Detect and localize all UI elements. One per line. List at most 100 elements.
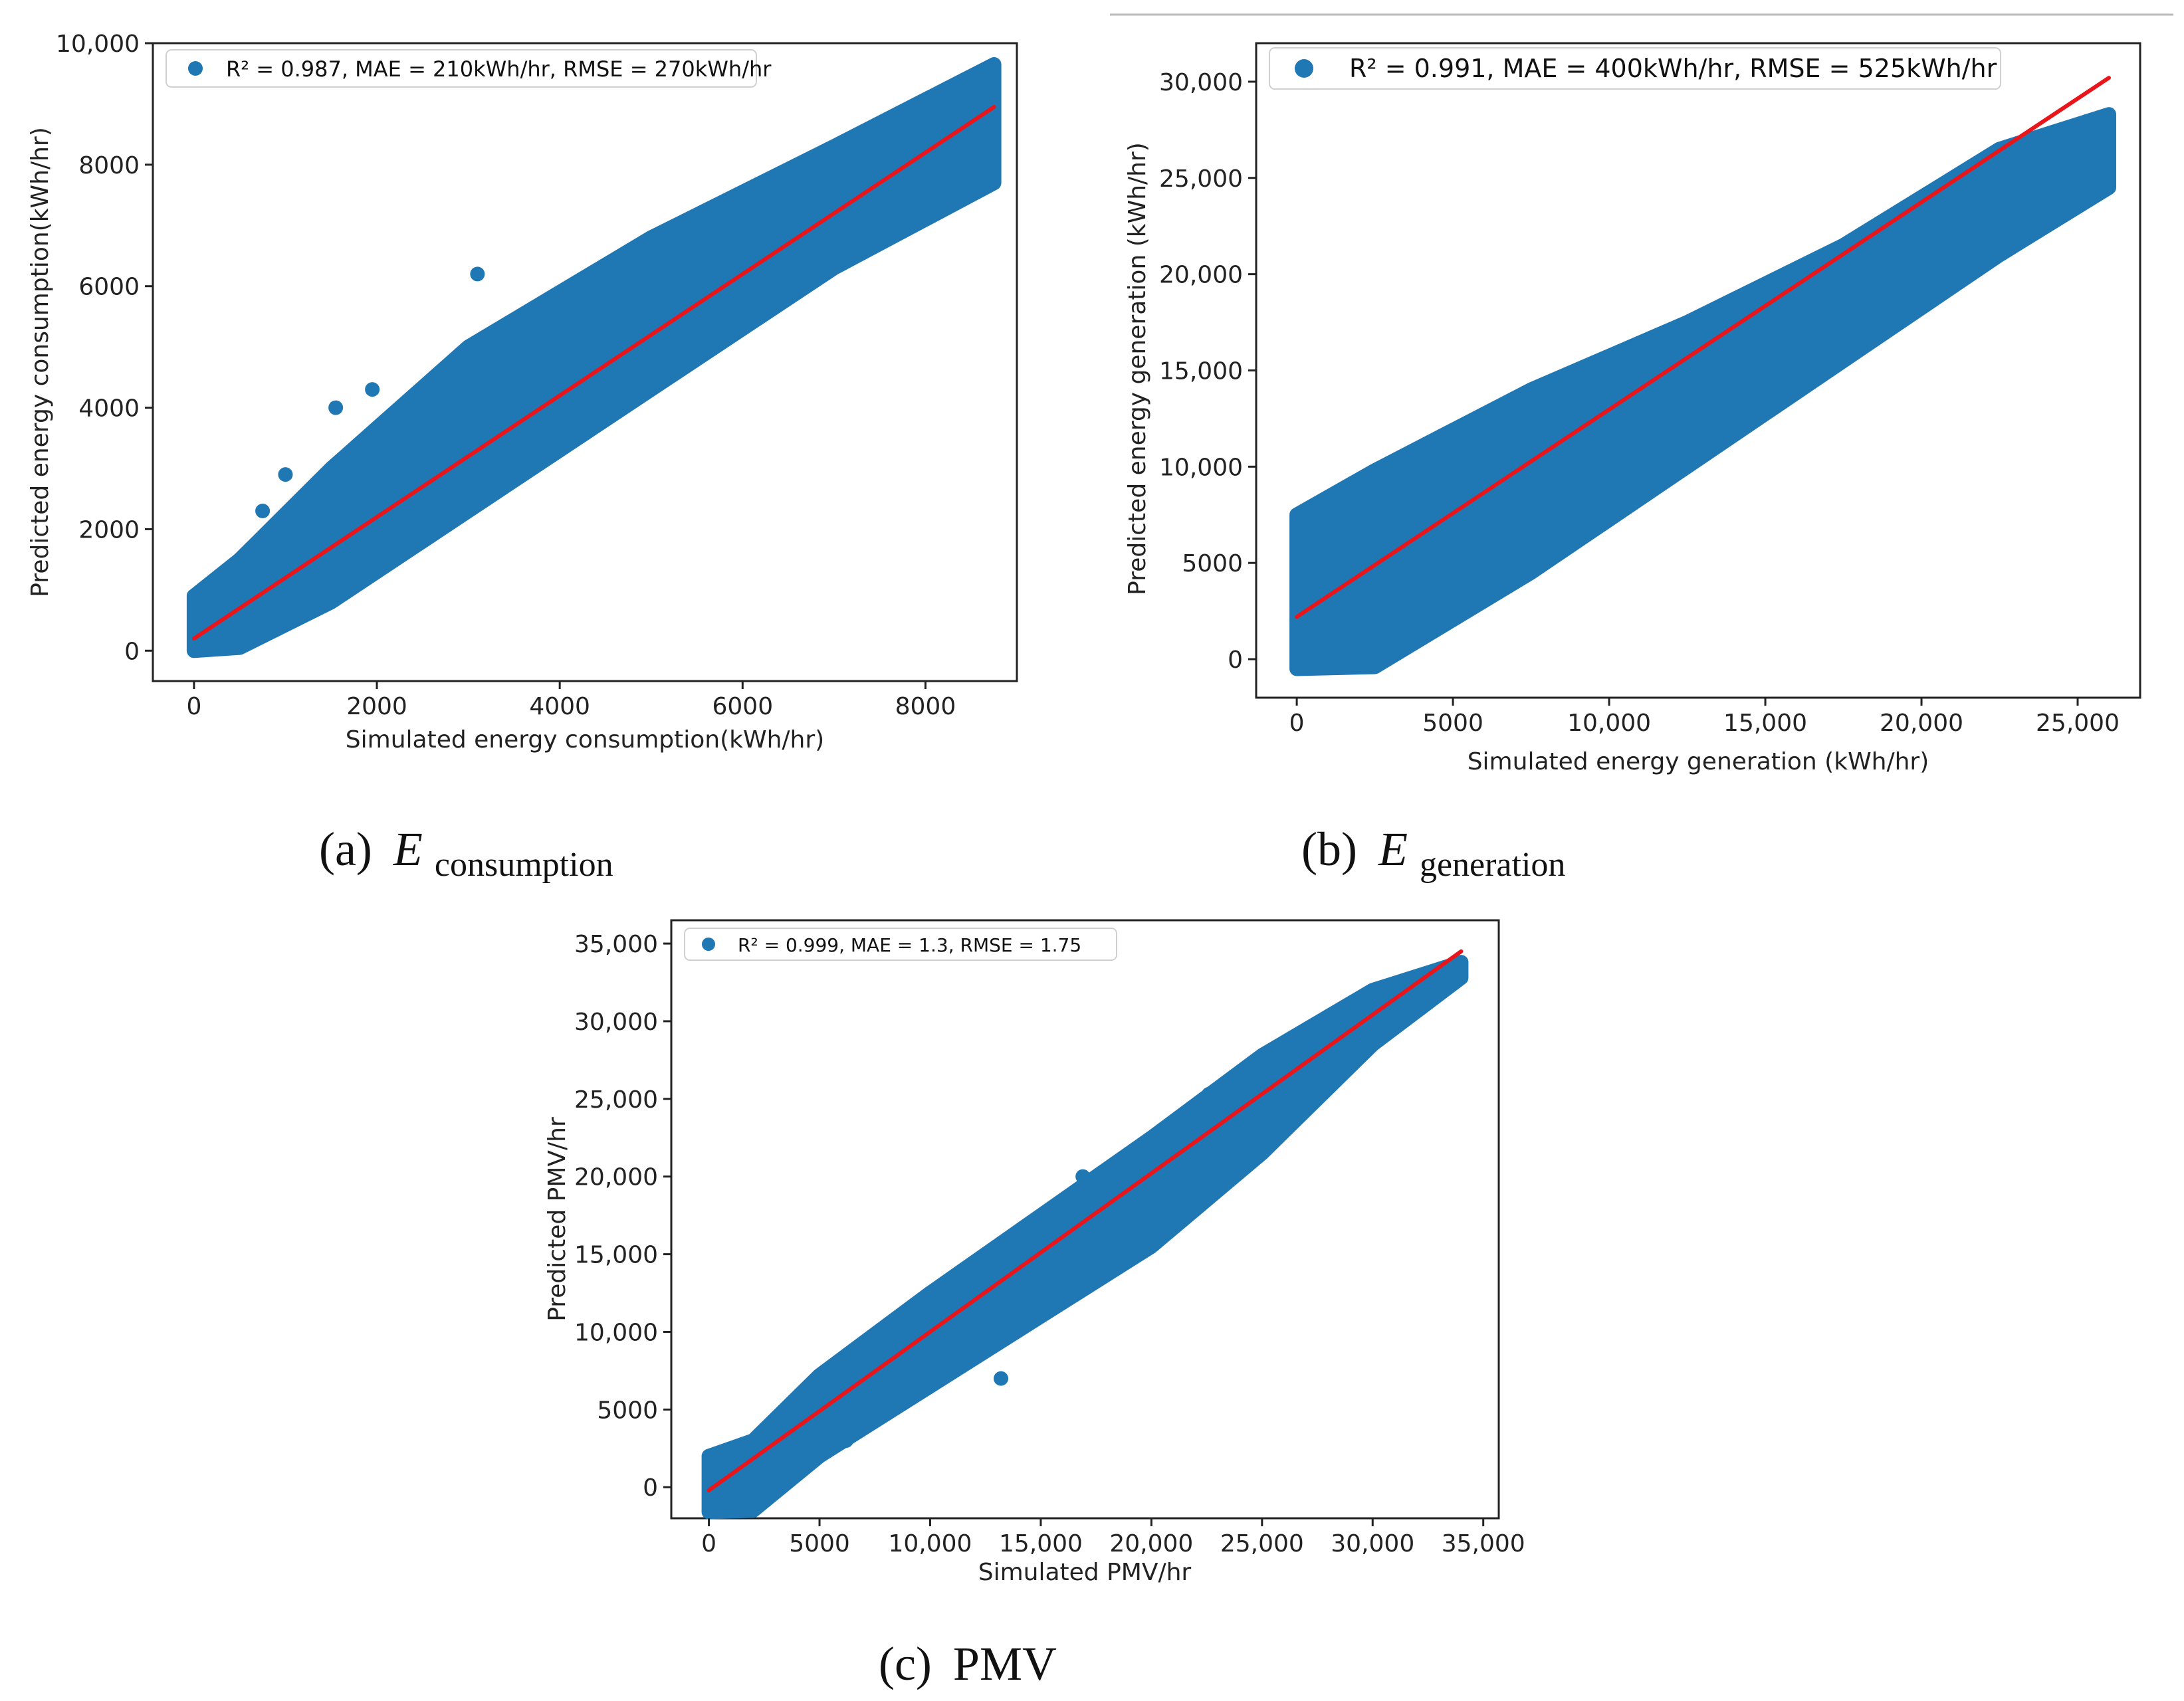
legend-box bbox=[1269, 47, 2001, 90]
caption-symbol: E bbox=[1378, 823, 1408, 876]
y-tick-label: 20,000 bbox=[1159, 262, 1243, 289]
scatter-point bbox=[1201, 1086, 1216, 1102]
x-tick-label: 6000 bbox=[712, 693, 773, 720]
scatter-point bbox=[2060, 180, 2076, 195]
y-tick-label: 25,000 bbox=[1159, 165, 1243, 193]
scatter-point bbox=[278, 467, 293, 482]
x-tick-label: 2000 bbox=[346, 693, 407, 720]
fit-line bbox=[191, 105, 996, 641]
x-tick-label: 20,000 bbox=[1880, 710, 1963, 737]
y-tick-label: 30,000 bbox=[574, 1009, 658, 1036]
regression-line bbox=[191, 105, 996, 641]
y-tick-label: 10,000 bbox=[56, 31, 140, 58]
x-tick-label: 0 bbox=[701, 1530, 716, 1557]
x-tick-label: 0 bbox=[186, 693, 201, 720]
scatter-point bbox=[1486, 565, 1501, 580]
caption-subscript: consumption bbox=[435, 846, 613, 884]
x-tick-label: 10,000 bbox=[888, 1530, 972, 1557]
x-tick-label: 8000 bbox=[895, 693, 956, 720]
caption-symbol: E bbox=[393, 823, 423, 876]
legend: R² = 0.999, MAE = 1.3, RMSE = 1.75 bbox=[684, 928, 1117, 961]
y-tick-label: 0 bbox=[124, 638, 140, 665]
x-tick-label: 25,000 bbox=[1220, 1530, 1304, 1557]
x-tick-label: 5000 bbox=[1422, 710, 1483, 737]
caption-prefix: (a) bbox=[319, 823, 372, 876]
caption-symbol: PMV bbox=[953, 1637, 1057, 1690]
scatter-points bbox=[1289, 107, 2116, 676]
plot-area-frame bbox=[670, 919, 1500, 1520]
y-tick-label: 15,000 bbox=[574, 1242, 658, 1269]
y-tick-label: 5000 bbox=[597, 1397, 658, 1424]
legend: R² = 0.987, MAE = 210kWh/hr, RMSE = 270k… bbox=[165, 49, 772, 88]
scatter-point bbox=[328, 400, 344, 415]
caption-prefix: (b) bbox=[1301, 823, 1357, 876]
plot-area-frame bbox=[152, 42, 1018, 682]
y-tick-label: 30,000 bbox=[1159, 69, 1243, 96]
legend-marker bbox=[702, 938, 715, 951]
legend-box bbox=[165, 49, 757, 88]
scatter-point bbox=[186, 589, 201, 603]
scatter-point bbox=[838, 1433, 853, 1449]
regression-line bbox=[707, 949, 1464, 1492]
y-axis-label: Predicted energy generation (kWh/hr) bbox=[1124, 142, 1151, 595]
legend-box bbox=[684, 928, 1117, 961]
y-axis-label: Predicted PMV/hr bbox=[544, 1117, 571, 1322]
legend-marker bbox=[1295, 59, 1313, 78]
x-axis-label: Simulated energy consumption(kWh/hr) bbox=[346, 726, 824, 753]
x-axis-ticks: 0 5000 10,000 15,000 20,000 25,000 bbox=[1289, 698, 2120, 737]
scatter-point bbox=[1336, 659, 1351, 674]
scatter-point bbox=[994, 1371, 1009, 1386]
outlier-points bbox=[1336, 138, 2110, 674]
scatter-point bbox=[255, 504, 271, 518]
y-tick-label: 6000 bbox=[78, 274, 140, 301]
y-tick-label: 0 bbox=[1228, 647, 1243, 674]
x-tick-label: 15,000 bbox=[999, 1530, 1083, 1557]
y-tick-label: 2000 bbox=[78, 516, 140, 544]
caption-subscript: generation bbox=[1420, 846, 1565, 884]
y-tick-label: 4000 bbox=[78, 395, 140, 423]
y-tick-label: 10,000 bbox=[574, 1319, 658, 1346]
scatter-point bbox=[814, 1374, 829, 1389]
y-tick-label: 35,000 bbox=[574, 931, 658, 958]
x-tick-label: 5000 bbox=[789, 1530, 850, 1557]
panel-c: 0 5000 10,000 15,000 20,000 25,000 30,000 35,00… bbox=[544, 919, 1525, 1586]
y-tick-label: 25,000 bbox=[574, 1086, 658, 1114]
legend-text: R² = 0.999, MAE = 1.3, RMSE = 1.75 bbox=[738, 934, 1081, 956]
x-tick-label: 20,000 bbox=[1109, 1530, 1193, 1557]
x-tick-label: 35,000 bbox=[1442, 1530, 1525, 1557]
scatter-points bbox=[186, 57, 1002, 658]
x-axis-ticks: 0 2000 4000 6000 8000 bbox=[186, 681, 956, 720]
scatter-points bbox=[701, 955, 1469, 1520]
scatter-point bbox=[2095, 138, 2110, 153]
x-tick-label: 4000 bbox=[529, 693, 590, 720]
y-tick-label: 10,000 bbox=[1159, 454, 1243, 481]
x-tick-label: 25,000 bbox=[2036, 710, 2120, 737]
scatter-cloud bbox=[701, 955, 1469, 1520]
legend-marker bbox=[188, 61, 203, 76]
y-tick-label: 20,000 bbox=[574, 1164, 658, 1191]
scatter-point bbox=[470, 266, 485, 282]
y-axis-ticks: 0 5000 10,000 15,000 20,000 25,000 30,000 35,00… bbox=[574, 931, 671, 1502]
caption-b: (b) E generation bbox=[1301, 823, 1565, 884]
x-tick-label: 30,000 bbox=[1331, 1530, 1414, 1557]
scatter-cloud bbox=[186, 57, 1002, 658]
y-axis-ticks: 0 5000 10,000 15,000 20,000 25,000 30,000 bbox=[1159, 69, 1256, 674]
regression-line bbox=[1295, 76, 2112, 619]
x-tick-label: 10,000 bbox=[1567, 710, 1651, 737]
fit-line bbox=[707, 949, 1464, 1492]
legend: R² = 0.991, MAE = 400kWh/hr, RMSE = 525k… bbox=[1269, 47, 2001, 90]
x-tick-label: 0 bbox=[1289, 710, 1305, 737]
caption-a: (a) E consumption bbox=[319, 823, 613, 884]
x-tick-label: 15,000 bbox=[1723, 710, 1807, 737]
caption-prefix: (c) bbox=[879, 1637, 932, 1690]
y-tick-label: 0 bbox=[643, 1474, 658, 1502]
fit-line bbox=[1295, 76, 2112, 619]
y-axis-label: Predicted energy consumption(kWh/hr) bbox=[27, 127, 54, 597]
scatter-cloud bbox=[1289, 107, 2116, 676]
x-axis-ticks: 0 5000 10,000 15,000 20,000 25,000 30,000 35,00… bbox=[701, 1518, 1525, 1557]
legend-text: R² = 0.987, MAE = 210kWh/hr, RMSE = 270k… bbox=[226, 56, 772, 82]
outlier-points bbox=[186, 266, 485, 603]
panel-a: 0 2000 4000 6000 8000 0 2000 4000 6000 8000 10,00… bbox=[27, 31, 1018, 753]
x-axis-label: Simulated energy generation (kWh/hr) bbox=[1468, 748, 1929, 775]
